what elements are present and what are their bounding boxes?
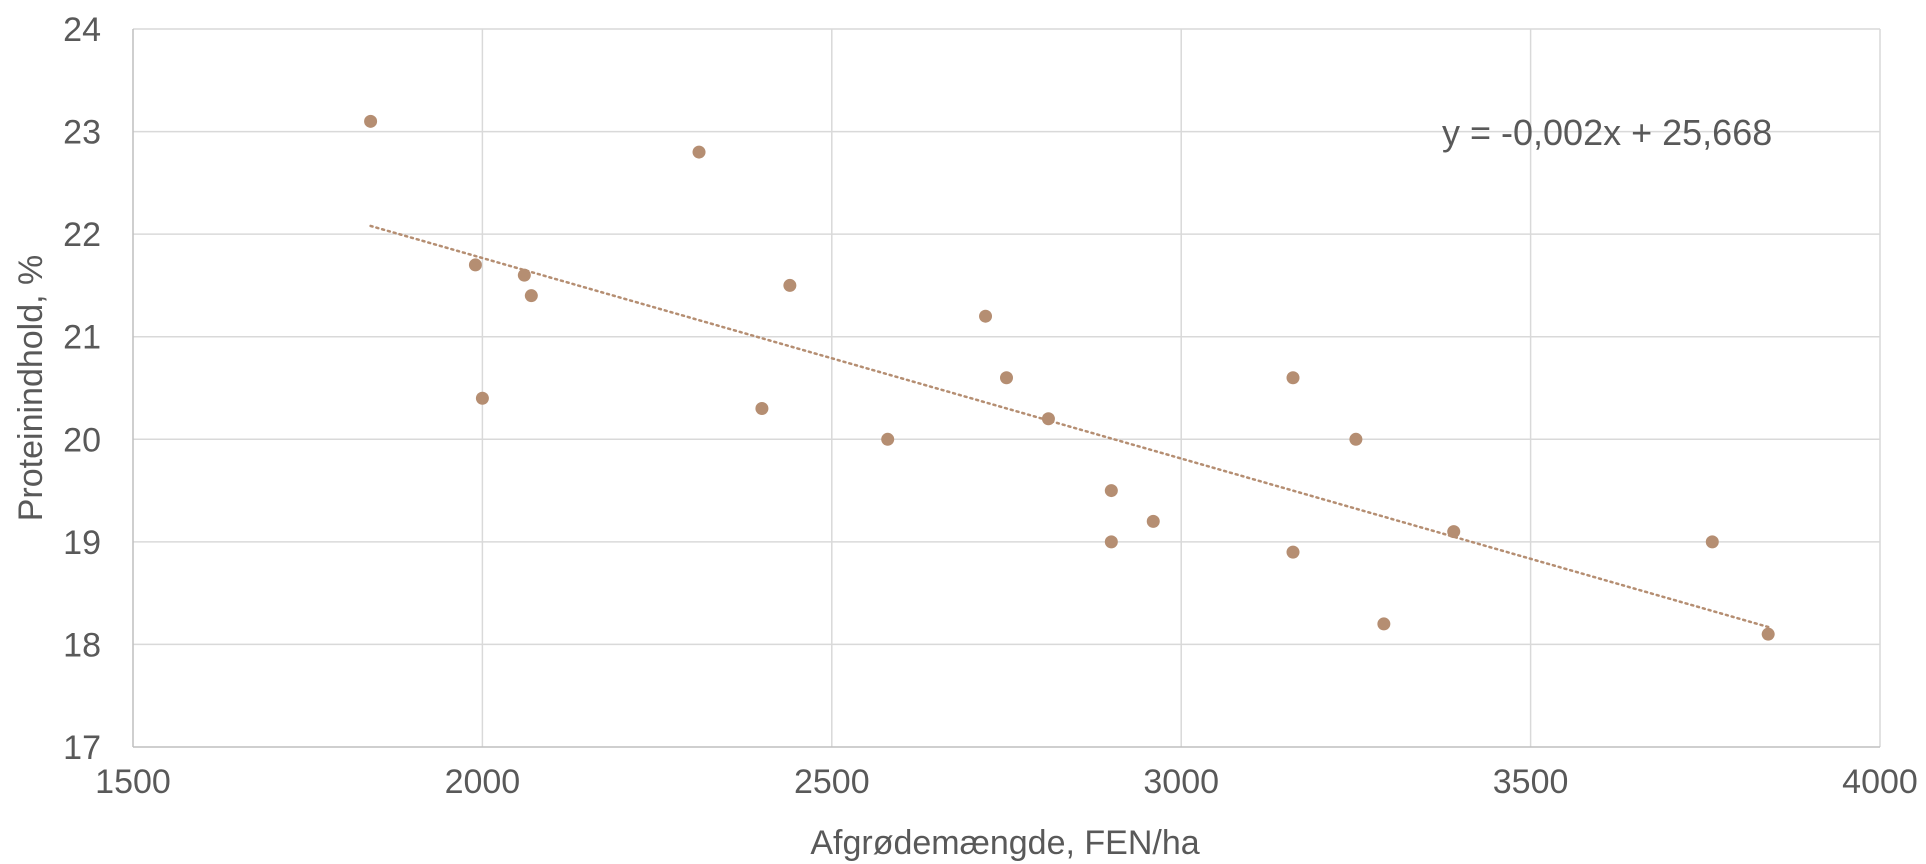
scatter-point xyxy=(979,309,993,323)
scatter-point xyxy=(692,145,706,159)
scatter-point xyxy=(783,278,797,292)
scatter-point xyxy=(1286,371,1300,385)
data-points xyxy=(364,114,1775,641)
y-tick-label: 22 xyxy=(63,216,101,254)
x-tick-label: 1500 xyxy=(95,763,171,801)
scatter-point xyxy=(755,402,769,416)
scatter-point xyxy=(1286,545,1300,559)
x-tick-label: 3500 xyxy=(1493,763,1569,801)
y-tick-label: 17 xyxy=(63,729,101,767)
y-tick-label: 19 xyxy=(63,524,101,562)
y-tick-label: 18 xyxy=(63,626,101,664)
trendline xyxy=(369,224,1770,629)
x-tick-label: 2500 xyxy=(794,763,870,801)
x-tick-label: 3000 xyxy=(1143,763,1219,801)
scatter-point xyxy=(524,289,538,303)
scatter-point xyxy=(1146,514,1160,528)
x-axis-title: Afgrødemængde, FEN/ha xyxy=(810,824,1199,862)
scatter-point xyxy=(1761,627,1775,641)
scatter-point xyxy=(1041,412,1055,426)
y-tick-label: 23 xyxy=(63,114,101,152)
scatter-point xyxy=(475,391,489,405)
trendline-equation-label: y = -0,002x + 25,668 xyxy=(1442,112,1772,153)
scatter-point xyxy=(1104,484,1118,498)
scatter-point xyxy=(517,268,531,282)
scatter-point xyxy=(1447,525,1461,539)
y-tick-label: 21 xyxy=(63,319,101,357)
scatter-point xyxy=(468,258,482,272)
tick-labels: 17 18 19 20 21 22 23 24 1500 2000 2500 3000 3500 4000 xyxy=(63,11,1918,801)
y-tick-label: 20 xyxy=(63,421,101,459)
scatter-point xyxy=(1000,371,1013,385)
scatter-point xyxy=(881,432,895,446)
x-tick-label: 2000 xyxy=(445,763,521,801)
scatter-point xyxy=(364,114,378,128)
gridlines xyxy=(133,28,1881,747)
x-tick-label: 4000 xyxy=(1842,763,1918,801)
scatter-point xyxy=(1104,535,1118,549)
axes xyxy=(132,29,1880,748)
scatter-point xyxy=(1377,617,1391,631)
scatter-point xyxy=(1349,432,1363,446)
trendline-path xyxy=(369,224,1770,629)
scatter-point xyxy=(1705,535,1719,549)
y-axis-title: Proteinindhold, % xyxy=(12,255,50,522)
y-tick-label: 24 xyxy=(63,11,101,49)
